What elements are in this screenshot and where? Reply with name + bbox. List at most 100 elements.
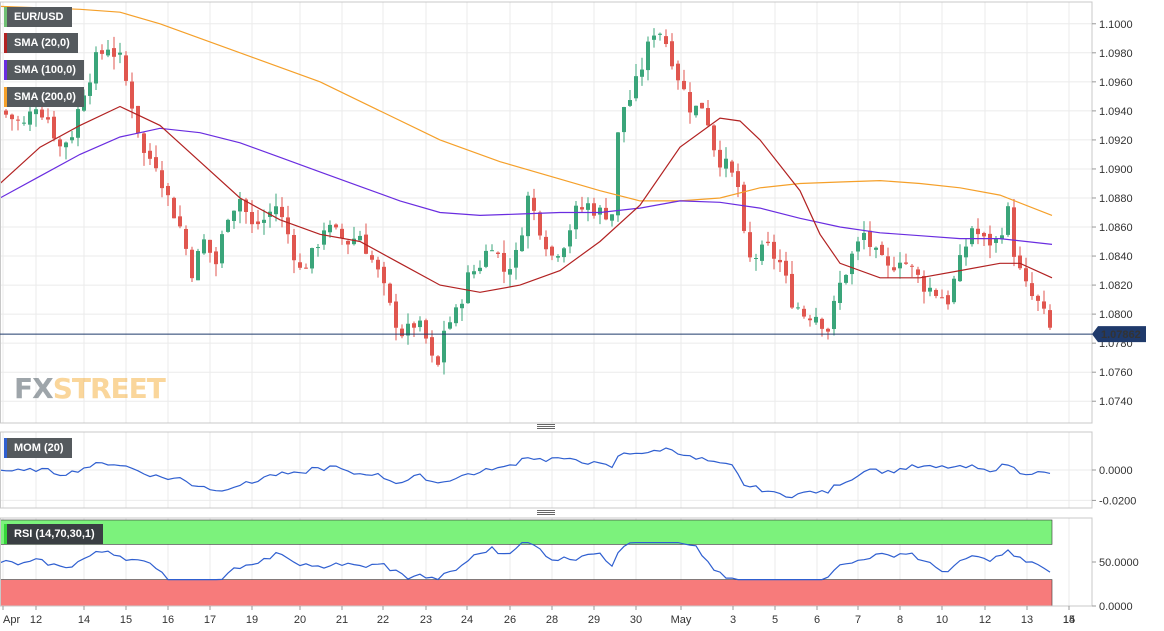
candle-body [280, 206, 284, 218]
candle-body [478, 267, 482, 272]
candle-body [562, 248, 566, 258]
candle-body [346, 240, 350, 245]
candle-body [394, 301, 398, 328]
candle-body [286, 217, 290, 235]
y-tick-label: 1.0880 [1099, 193, 1133, 205]
candle-body [1030, 283, 1034, 297]
candle-body [340, 228, 344, 239]
candle-body [946, 295, 950, 305]
candle-body [424, 320, 428, 339]
candle-body [610, 214, 614, 221]
candle-body [790, 273, 794, 308]
candle-body [412, 323, 416, 328]
y-tick-label: 1.0860 [1099, 222, 1133, 234]
candle-body [136, 105, 140, 134]
grid-lines [0, 2, 1092, 606]
y-tick-label: 1.0840 [1099, 251, 1133, 263]
candle-body [178, 216, 182, 227]
candle-body [1036, 295, 1040, 301]
candle-body [382, 266, 386, 284]
y-tick-label: 1.0960 [1099, 77, 1133, 89]
candle-body [754, 258, 758, 260]
rsi-text: RSI (14,70,30,1) [14, 528, 95, 540]
candle-body [748, 232, 752, 258]
candle-body [850, 253, 854, 275]
x-tick-label: May [671, 614, 692, 626]
candle-body [868, 230, 872, 247]
symbol-label[interactable]: EUR/USD [4, 7, 72, 27]
y-tick-label: 1.0800 [1099, 309, 1133, 321]
rsi-label[interactable]: RSI (14,70,30,1) [4, 524, 103, 544]
candle-body [670, 41, 674, 67]
candle-body [112, 48, 116, 57]
candle-body [922, 275, 926, 292]
candle-body [22, 122, 26, 124]
x-tick-label: 5 [772, 614, 778, 626]
candle-body [322, 230, 326, 245]
candle-body [214, 251, 218, 265]
candle-body [160, 170, 164, 189]
candle-body [34, 109, 38, 115]
mom-swatch [4, 438, 7, 458]
candle-body [172, 197, 176, 219]
candle-body [592, 203, 596, 216]
candles [4, 28, 1052, 375]
candle-body [40, 109, 44, 118]
fxstreet-logo: FXSTREET [14, 372, 166, 405]
candle-body [148, 150, 152, 159]
candle-body [514, 249, 518, 268]
x-tick-label: 15 [1063, 614, 1075, 626]
sma200-text: SMA (200,0) [14, 91, 76, 103]
candle-body [784, 260, 788, 276]
candle-body [820, 318, 824, 329]
candle-body [964, 246, 968, 258]
x-tick-label: 7 [855, 614, 861, 626]
sma100-label[interactable]: SMA (100,0) [4, 60, 84, 80]
candle-body [1042, 301, 1046, 309]
candle-body [1012, 207, 1016, 257]
candle-body [880, 244, 884, 255]
candle-body [682, 80, 686, 90]
candle-body [58, 139, 62, 147]
x-tick-label: Apr [3, 614, 20, 626]
candle-body [664, 36, 668, 45]
candle-body [622, 107, 626, 133]
y-tick-label: 1.0740 [1099, 396, 1133, 408]
candle-body [442, 330, 446, 363]
candle-body [982, 232, 986, 237]
sma20-swatch [4, 33, 7, 53]
candle-body [616, 132, 620, 216]
candle-body [220, 234, 224, 264]
candle-body [778, 259, 782, 263]
x-axis-ticks: Apr 12 14 15 16 17 19 20 21 22 23 24 26 28 29 30 May 3 5 6 7… [2, 606, 1075, 626]
candle-body [16, 119, 20, 121]
mom-tick-label: -0.0200 [1099, 495, 1136, 507]
momentum-line [0, 447, 1051, 499]
candle-body [304, 267, 308, 269]
candle-body [772, 241, 776, 259]
sma200-label[interactable]: SMA (200,0) [4, 87, 84, 107]
sma20-text: SMA (20,0) [14, 37, 70, 49]
candle-body [154, 157, 158, 169]
x-tick-label: 17 [204, 614, 216, 626]
x-tick-label: 30 [630, 614, 642, 626]
candle-body [454, 307, 458, 324]
candle-body [106, 49, 110, 56]
panel-resize-handle-2[interactable] [537, 510, 555, 515]
candle-body [202, 239, 206, 254]
sma20-label[interactable]: SMA (20,0) [4, 33, 78, 53]
x-tick-label: 10 [936, 614, 948, 626]
x-tick-label: 14 [1063, 614, 1075, 626]
candle-body [526, 195, 530, 237]
candle-body [658, 33, 662, 35]
y-axis-ticks: 1.1000 1.0980 1.0960 1.0940 1.0920 1.0900 1.08… [1092, 19, 1139, 613]
y-tick-label: 1.0900 [1099, 164, 1133, 176]
candle-body [640, 69, 644, 77]
candle-body [460, 303, 464, 309]
mom-label[interactable]: MOM (20) [4, 438, 72, 458]
candle-body [706, 108, 710, 126]
panel-resize-handle-1[interactable] [537, 424, 555, 429]
candle-body [76, 109, 80, 138]
x-tick-label: 29 [588, 614, 600, 626]
candle-body [448, 322, 452, 329]
